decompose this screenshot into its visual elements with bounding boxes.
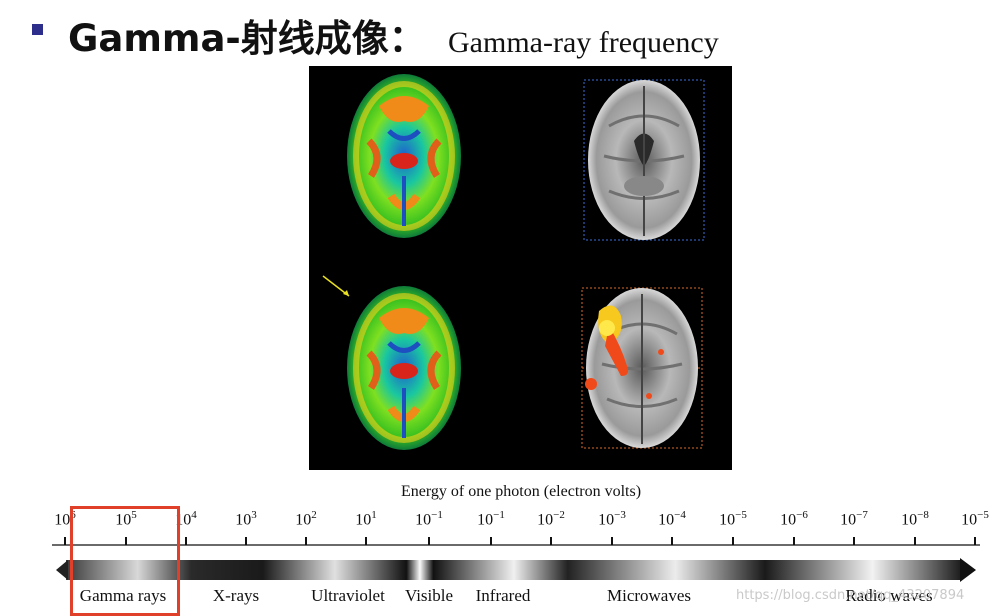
spectrum-tick-label: 101 [355,509,377,529]
mri-scan-bottom [581,287,703,449]
tick-base: 10 [115,511,132,529]
tick-base: 10 [537,511,554,529]
spectrum-tick-label: 103 [235,509,257,529]
pet-scan-bottom [347,286,461,450]
tick-base: 10 [719,511,736,529]
tick-base: 10 [901,511,918,529]
tick-exponent: −1 [431,509,443,521]
tick-exponent: 5 [131,509,137,521]
tick-exponent: 2 [311,509,317,521]
tick-exponent: −2 [553,509,565,521]
spectrum-band-label: Gamma rays [79,586,167,605]
tick-exponent: 6 [70,509,76,521]
spectrum-band-label: Visible [404,586,454,605]
tick-exponent: −3 [614,509,626,521]
spectrum-tick-label: 10−1 [415,509,443,529]
tick-exponent: −5 [977,509,989,521]
tick-base: 10 [780,511,797,529]
tick-base: 10 [54,511,71,529]
pet-scan-top [347,74,461,238]
spectrum-tick-label: 10−7 [840,509,868,529]
tick-base: 10 [415,511,432,529]
brain-scan-image [322,74,705,450]
spectrum-tick-label: 106 [54,509,76,529]
spectrum-tick-label: 10−1 [477,509,505,529]
tick-exponent: −4 [674,509,686,521]
tick-base: 10 [961,511,978,529]
tick-base: 10 [355,511,372,529]
gamma-highlight-box [70,506,180,616]
tick-base: 10 [477,511,494,529]
spectrum-tick-label: 10−8 [901,509,929,529]
slide-title: Gamma-射线成像： [68,17,426,60]
tick-exponent: 3 [251,509,257,521]
brain-scan-panel [309,66,732,470]
tick-exponent: −7 [856,509,868,521]
spectrum-tick-label: 10−2 [537,509,565,529]
spectrum-band [66,560,962,580]
mri-scan-top [583,79,705,241]
tick-exponent: −8 [917,509,929,521]
spectrum-tick-label: 10−5 [961,509,989,529]
tick-exponent: 1 [371,509,377,521]
bullet-marker [32,24,43,35]
tick-base: 10 [295,511,312,529]
spectrum-tick-label: 102 [295,509,317,529]
spectrum-tick-label: 10−5 [719,509,747,529]
tick-base: 10 [235,511,252,529]
spectrum-band-label: Infrared [475,586,531,605]
tick-exponent: 4 [191,509,197,521]
spectrum-ticks [64,537,976,545]
spectrum-strip [52,537,980,582]
spectrum-band-label: X-rays [212,586,260,605]
spectrum-tick-label: 105 [115,509,137,529]
tick-base: 10 [840,511,857,529]
tick-exponent: −1 [493,509,505,521]
tick-exponent: −6 [796,509,808,521]
figure-caption: Gamma-ray frequency [448,26,719,59]
spectrum-axis-title: Energy of one photon (electron volts) [400,483,642,500]
watermark: https://blog.csdn.net/qq_43207894 [736,588,965,603]
spectrum-left-arrowhead [56,560,68,580]
spectrum-band-label: Radio waves [845,586,933,605]
spectrum-tick-label: 10−6 [780,509,808,529]
tick-base: 10 [598,511,615,529]
spectrum-band-label: Ultraviolet [311,586,385,605]
tick-exponent: −5 [735,509,747,521]
spectrum-right-arrowhead [960,558,976,582]
spectrum-tick-label: 10−3 [598,509,626,529]
tick-base: 10 [658,511,675,529]
spectrum-band-label: Microwaves [606,586,692,605]
spectrum-tick-label: 10−4 [658,509,686,529]
